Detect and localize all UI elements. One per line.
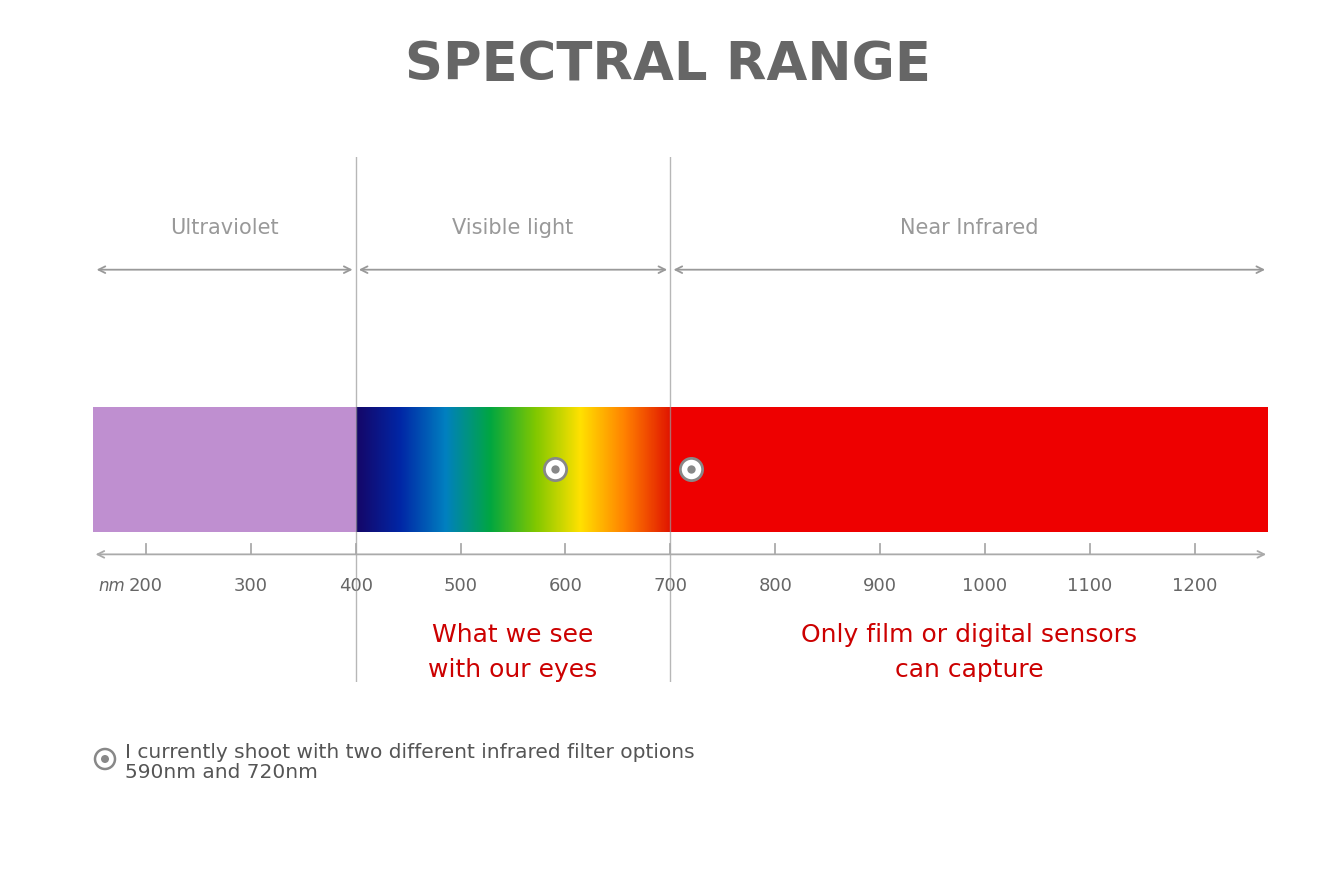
Text: 900: 900	[864, 577, 897, 595]
Bar	[670, 407, 1268, 532]
Text: Visible light: Visible light	[453, 218, 574, 239]
Text: 400: 400	[339, 577, 372, 595]
Text: 590nm and 720nm: 590nm and 720nm	[125, 764, 318, 782]
Text: 700: 700	[653, 577, 688, 595]
Text: Ultraviolet: Ultraviolet	[171, 218, 279, 239]
Text: nm: nm	[99, 577, 125, 595]
Text: 300: 300	[234, 577, 268, 595]
Text: 1000: 1000	[963, 577, 1008, 595]
Text: 500: 500	[443, 577, 478, 595]
Circle shape	[95, 749, 115, 769]
Text: Only film or digital sensors
can capture: Only film or digital sensors can capture	[801, 623, 1137, 683]
Text: 600: 600	[549, 577, 582, 595]
Text: What we see
with our eyes: What we see with our eyes	[429, 623, 598, 683]
Text: SPECTRAL RANGE: SPECTRAL RANGE	[405, 39, 930, 91]
Text: I currently shoot with two different infrared filter options: I currently shoot with two different inf…	[125, 744, 694, 762]
Text: 1100: 1100	[1067, 577, 1112, 595]
Bar	[93, 407, 355, 532]
Text: 800: 800	[758, 577, 792, 595]
Text: 1200: 1200	[1172, 577, 1218, 595]
Text: 200: 200	[129, 577, 163, 595]
Circle shape	[101, 755, 109, 763]
Text: Near Infrared: Near Infrared	[900, 218, 1039, 239]
